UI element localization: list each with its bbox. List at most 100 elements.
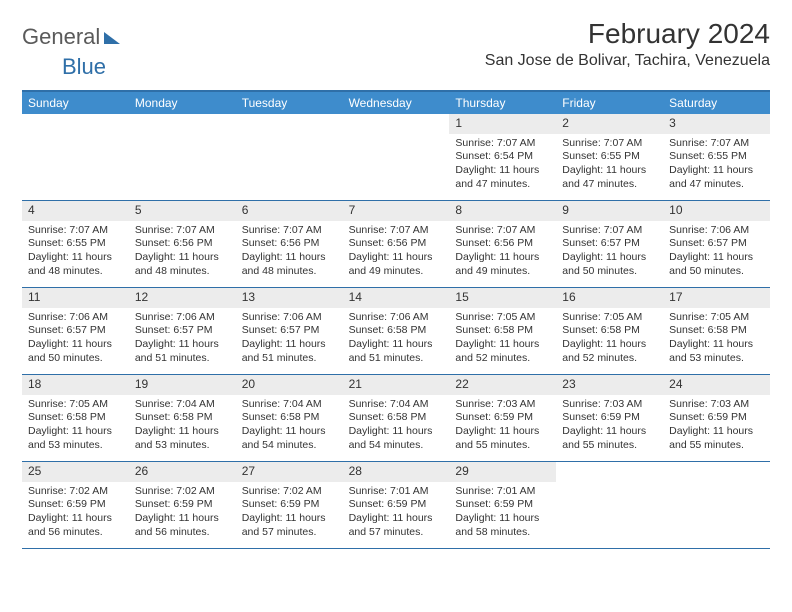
month-title: February 2024: [485, 18, 770, 50]
day-cell: 17Sunrise: 7:05 AMSunset: 6:58 PMDayligh…: [663, 288, 770, 374]
day-cell: 10Sunrise: 7:06 AMSunset: 6:57 PMDayligh…: [663, 201, 770, 287]
day-body: Sunrise: 7:04 AMSunset: 6:58 PMDaylight:…: [236, 395, 343, 459]
day-body: Sunrise: 7:07 AMSunset: 6:56 PMDaylight:…: [449, 221, 556, 285]
day-line-d1: Daylight: 11 hours: [455, 512, 550, 526]
day-body: Sunrise: 7:07 AMSunset: 6:56 PMDaylight:…: [236, 221, 343, 285]
day-line-d1: Daylight: 11 hours: [455, 425, 550, 439]
day-line-d2: and 53 minutes.: [28, 439, 123, 453]
day-line-d2: and 54 minutes.: [242, 439, 337, 453]
day-cell: 26Sunrise: 7:02 AMSunset: 6:59 PMDayligh…: [129, 462, 236, 548]
day-line-ss: Sunset: 6:59 PM: [28, 498, 123, 512]
day-body: Sunrise: 7:07 AMSunset: 6:56 PMDaylight:…: [129, 221, 236, 285]
day-line-sr: Sunrise: 7:02 AM: [135, 485, 230, 499]
day-number: 26: [129, 462, 236, 482]
day-body: Sunrise: 7:03 AMSunset: 6:59 PMDaylight:…: [663, 395, 770, 459]
day-body: Sunrise: 7:07 AMSunset: 6:55 PMDaylight:…: [663, 134, 770, 198]
day-line-ss: Sunset: 6:58 PM: [669, 324, 764, 338]
day-line-ss: Sunset: 6:56 PM: [455, 237, 550, 251]
day-line-ss: Sunset: 6:58 PM: [562, 324, 657, 338]
day-line-sr: Sunrise: 7:04 AM: [242, 398, 337, 412]
day-line-d2: and 52 minutes.: [455, 352, 550, 366]
day-number: 9: [556, 201, 663, 221]
day-line-d1: Daylight: 11 hours: [669, 338, 764, 352]
day-cell: 22Sunrise: 7:03 AMSunset: 6:59 PMDayligh…: [449, 375, 556, 461]
dow-cell: Tuesday: [236, 92, 343, 114]
week-row: 1Sunrise: 7:07 AMSunset: 6:54 PMDaylight…: [22, 114, 770, 201]
day-cell: [343, 114, 450, 200]
day-cell: 24Sunrise: 7:03 AMSunset: 6:59 PMDayligh…: [663, 375, 770, 461]
day-line-d1: Daylight: 11 hours: [562, 425, 657, 439]
day-number: 14: [343, 288, 450, 308]
day-number: 16: [556, 288, 663, 308]
day-line-d2: and 49 minutes.: [455, 265, 550, 279]
day-line-sr: Sunrise: 7:05 AM: [562, 311, 657, 325]
day-line-d1: Daylight: 11 hours: [135, 425, 230, 439]
day-body: Sunrise: 7:06 AMSunset: 6:57 PMDaylight:…: [22, 308, 129, 372]
day-line-d1: Daylight: 11 hours: [349, 425, 444, 439]
day-cell: 13Sunrise: 7:06 AMSunset: 6:57 PMDayligh…: [236, 288, 343, 374]
day-line-sr: Sunrise: 7:05 AM: [669, 311, 764, 325]
day-line-d1: Daylight: 11 hours: [455, 338, 550, 352]
day-line-sr: Sunrise: 7:03 AM: [455, 398, 550, 412]
day-line-d1: Daylight: 11 hours: [349, 512, 444, 526]
day-line-d1: Daylight: 11 hours: [242, 338, 337, 352]
day-line-ss: Sunset: 6:59 PM: [562, 411, 657, 425]
day-number: 27: [236, 462, 343, 482]
day-line-d2: and 51 minutes.: [242, 352, 337, 366]
day-line-sr: Sunrise: 7:02 AM: [242, 485, 337, 499]
day-line-ss: Sunset: 6:57 PM: [562, 237, 657, 251]
day-line-d2: and 55 minutes.: [669, 439, 764, 453]
day-cell: 20Sunrise: 7:04 AMSunset: 6:58 PMDayligh…: [236, 375, 343, 461]
day-cell: 28Sunrise: 7:01 AMSunset: 6:59 PMDayligh…: [343, 462, 450, 548]
day-line-d2: and 50 minutes.: [562, 265, 657, 279]
day-body: Sunrise: 7:02 AMSunset: 6:59 PMDaylight:…: [129, 482, 236, 546]
day-line-sr: Sunrise: 7:07 AM: [28, 224, 123, 238]
day-line-d2: and 50 minutes.: [669, 265, 764, 279]
day-cell: 14Sunrise: 7:06 AMSunset: 6:58 PMDayligh…: [343, 288, 450, 374]
logo-text-general: General: [22, 24, 100, 50]
day-line-ss: Sunset: 6:55 PM: [669, 150, 764, 164]
day-body: Sunrise: 7:03 AMSunset: 6:59 PMDaylight:…: [556, 395, 663, 459]
day-number: 29: [449, 462, 556, 482]
day-cell: [663, 462, 770, 548]
day-line-sr: Sunrise: 7:02 AM: [28, 485, 123, 499]
day-line-d1: Daylight: 11 hours: [242, 425, 337, 439]
day-body: Sunrise: 7:07 AMSunset: 6:55 PMDaylight:…: [556, 134, 663, 198]
day-line-d1: Daylight: 11 hours: [242, 512, 337, 526]
day-line-sr: Sunrise: 7:06 AM: [349, 311, 444, 325]
logo-text-blue: Blue: [62, 54, 106, 79]
day-line-sr: Sunrise: 7:07 AM: [669, 137, 764, 151]
day-cell: 19Sunrise: 7:04 AMSunset: 6:58 PMDayligh…: [129, 375, 236, 461]
day-cell: 5Sunrise: 7:07 AMSunset: 6:56 PMDaylight…: [129, 201, 236, 287]
day-number: 25: [22, 462, 129, 482]
day-body: Sunrise: 7:04 AMSunset: 6:58 PMDaylight:…: [343, 395, 450, 459]
day-line-d2: and 48 minutes.: [242, 265, 337, 279]
day-line-d2: and 48 minutes.: [28, 265, 123, 279]
week-row: 4Sunrise: 7:07 AMSunset: 6:55 PMDaylight…: [22, 201, 770, 288]
day-line-sr: Sunrise: 7:01 AM: [349, 485, 444, 499]
day-body: Sunrise: 7:06 AMSunset: 6:57 PMDaylight:…: [236, 308, 343, 372]
week-row: 18Sunrise: 7:05 AMSunset: 6:58 PMDayligh…: [22, 375, 770, 462]
day-cell: 8Sunrise: 7:07 AMSunset: 6:56 PMDaylight…: [449, 201, 556, 287]
day-line-sr: Sunrise: 7:03 AM: [669, 398, 764, 412]
day-line-ss: Sunset: 6:59 PM: [242, 498, 337, 512]
day-line-d1: Daylight: 11 hours: [135, 338, 230, 352]
day-line-d1: Daylight: 11 hours: [28, 251, 123, 265]
day-cell: 16Sunrise: 7:05 AMSunset: 6:58 PMDayligh…: [556, 288, 663, 374]
day-line-sr: Sunrise: 7:06 AM: [28, 311, 123, 325]
day-number: 12: [129, 288, 236, 308]
day-line-ss: Sunset: 6:57 PM: [242, 324, 337, 338]
day-cell: [22, 114, 129, 200]
day-cell: 11Sunrise: 7:06 AMSunset: 6:57 PMDayligh…: [22, 288, 129, 374]
day-line-ss: Sunset: 6:57 PM: [28, 324, 123, 338]
day-line-d2: and 50 minutes.: [28, 352, 123, 366]
day-line-d1: Daylight: 11 hours: [28, 338, 123, 352]
day-number: 8: [449, 201, 556, 221]
day-line-d1: Daylight: 11 hours: [669, 425, 764, 439]
day-cell: 18Sunrise: 7:05 AMSunset: 6:58 PMDayligh…: [22, 375, 129, 461]
day-line-d1: Daylight: 11 hours: [135, 251, 230, 265]
day-body: Sunrise: 7:07 AMSunset: 6:54 PMDaylight:…: [449, 134, 556, 198]
day-body: Sunrise: 7:07 AMSunset: 6:57 PMDaylight:…: [556, 221, 663, 285]
day-line-sr: Sunrise: 7:07 AM: [135, 224, 230, 238]
day-body: Sunrise: 7:02 AMSunset: 6:59 PMDaylight:…: [22, 482, 129, 546]
